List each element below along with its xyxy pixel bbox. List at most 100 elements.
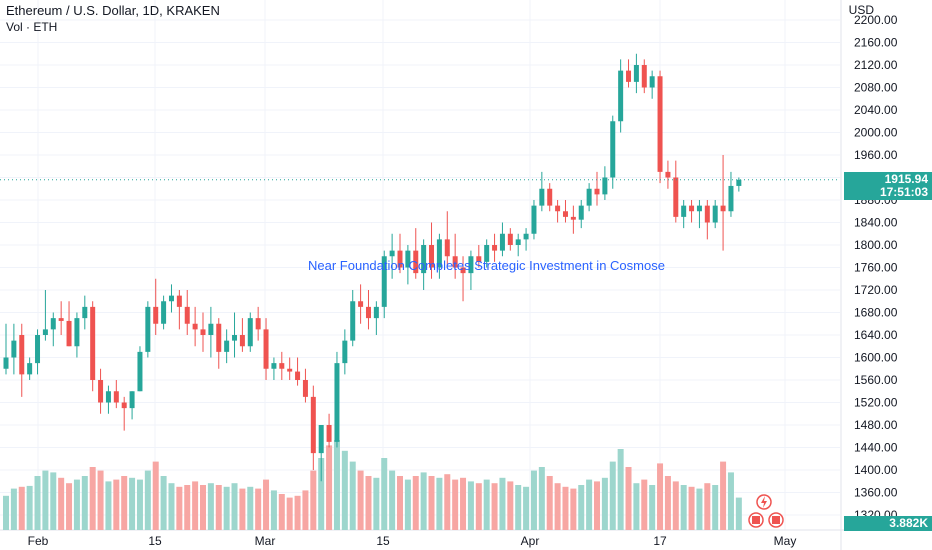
price-tick-label: 1640.00	[854, 328, 898, 342]
candle-body	[602, 177, 608, 195]
volume-bar	[570, 488, 577, 530]
volume-bar	[696, 488, 703, 530]
volume-bar	[475, 483, 482, 530]
volume-bar	[460, 477, 467, 530]
volume-bar	[58, 477, 65, 530]
volume-bar	[200, 485, 206, 530]
candle-body	[255, 318, 261, 330]
candle-body	[531, 205, 537, 234]
candle-body	[523, 233, 529, 240]
candle-body	[358, 301, 364, 307]
volume-bar	[73, 479, 80, 530]
volume-label: Vol · ETH	[6, 20, 58, 34]
candle-body	[35, 335, 41, 364]
candle-body	[326, 425, 332, 442]
candle-body	[594, 188, 600, 195]
candle-body	[184, 306, 190, 324]
time-tick-label: 15	[376, 534, 390, 548]
candle-body	[113, 391, 119, 403]
price-tick-label: 2160.00	[854, 36, 898, 50]
volume-bar	[105, 481, 112, 530]
candle-body	[728, 185, 734, 212]
volume-bar	[664, 476, 671, 530]
volume-bar	[365, 476, 372, 530]
volume-bar	[215, 485, 222, 530]
price-tick-label: 1360.00	[854, 486, 898, 500]
candle-body	[405, 250, 411, 268]
volume-bar	[735, 497, 742, 530]
candlesticks[interactable]	[3, 53, 742, 482]
volume-bar	[601, 477, 608, 530]
time-tick-label: 15	[148, 534, 162, 548]
candle-body	[397, 250, 403, 268]
volume-bar	[66, 483, 73, 530]
volume-bars	[3, 440, 742, 530]
price-tick-label: 1400.00	[854, 463, 898, 477]
candle-body	[50, 318, 56, 330]
candle-body	[610, 121, 616, 178]
candle-body	[720, 205, 726, 212]
volume-bar	[81, 476, 88, 530]
volume-bar	[3, 495, 9, 530]
price-tick-label: 2040.00	[854, 103, 898, 117]
symbol-title: Ethereum / U.S. Dollar, 1D, KRAKEN	[6, 3, 220, 18]
time-tick-label: Apr	[521, 534, 540, 548]
volume-bar	[50, 472, 57, 530]
candle-body	[176, 295, 182, 307]
volume-bar	[121, 476, 128, 530]
volume-bar	[373, 477, 380, 530]
candle-body	[460, 267, 466, 274]
candle-body	[137, 351, 143, 392]
candle-body	[365, 306, 371, 319]
candle-body	[287, 368, 293, 372]
bar-countdown: 17:51:03	[879, 185, 928, 199]
volume-bar	[530, 470, 537, 530]
candle-body	[263, 329, 269, 369]
chart-legend: Ethereum / U.S. Dollar, 1D, KRAKEN Vol ·…	[6, 3, 220, 35]
candle-body	[696, 205, 702, 212]
price-tick-label: 1480.00	[854, 418, 898, 432]
volume-bar	[633, 483, 640, 530]
volume-bar	[404, 479, 411, 530]
candle-body	[192, 323, 198, 330]
candle-body	[547, 188, 553, 206]
candle-body	[232, 335, 238, 341]
candle-body	[342, 340, 348, 364]
volume-bar	[381, 458, 388, 530]
price-tick-label: 1840.00	[854, 216, 898, 230]
event-icons[interactable]	[748, 494, 784, 528]
volume-bar	[499, 477, 506, 530]
volume-bar	[397, 476, 403, 530]
candle-body	[239, 335, 245, 347]
volume-bar	[704, 483, 711, 530]
candle-body	[66, 320, 72, 347]
flag-icon	[772, 516, 780, 524]
candle-body	[413, 250, 419, 274]
time-tick-label: Mar	[255, 534, 276, 548]
candle-body	[570, 216, 576, 220]
candle-body	[121, 402, 127, 409]
volume-bar	[467, 481, 474, 530]
news-banner[interactable]: Near Foundation Completes Strategic Inve…	[308, 258, 665, 273]
price-tick-label: 2120.00	[854, 58, 898, 72]
volume-bar	[26, 485, 33, 530]
volume-bar	[247, 486, 254, 530]
candle-body	[468, 256, 474, 274]
volume-bar	[89, 467, 96, 530]
candle-body	[271, 363, 277, 369]
last-price-value: 1915.94	[884, 172, 928, 186]
volume-bar	[333, 440, 340, 530]
candle-body	[19, 335, 25, 375]
volume-bar	[42, 470, 49, 530]
volume-bar	[255, 488, 262, 530]
candle-body	[689, 205, 695, 212]
volume-bar	[562, 486, 569, 530]
volume-bar	[144, 470, 151, 530]
volume-bar	[341, 450, 348, 530]
volume-bar	[239, 488, 246, 530]
price-tick-label: 2200.00	[854, 13, 898, 27]
volume-bar	[97, 470, 104, 530]
candle-body	[626, 70, 632, 82]
volume-bar	[546, 476, 553, 530]
